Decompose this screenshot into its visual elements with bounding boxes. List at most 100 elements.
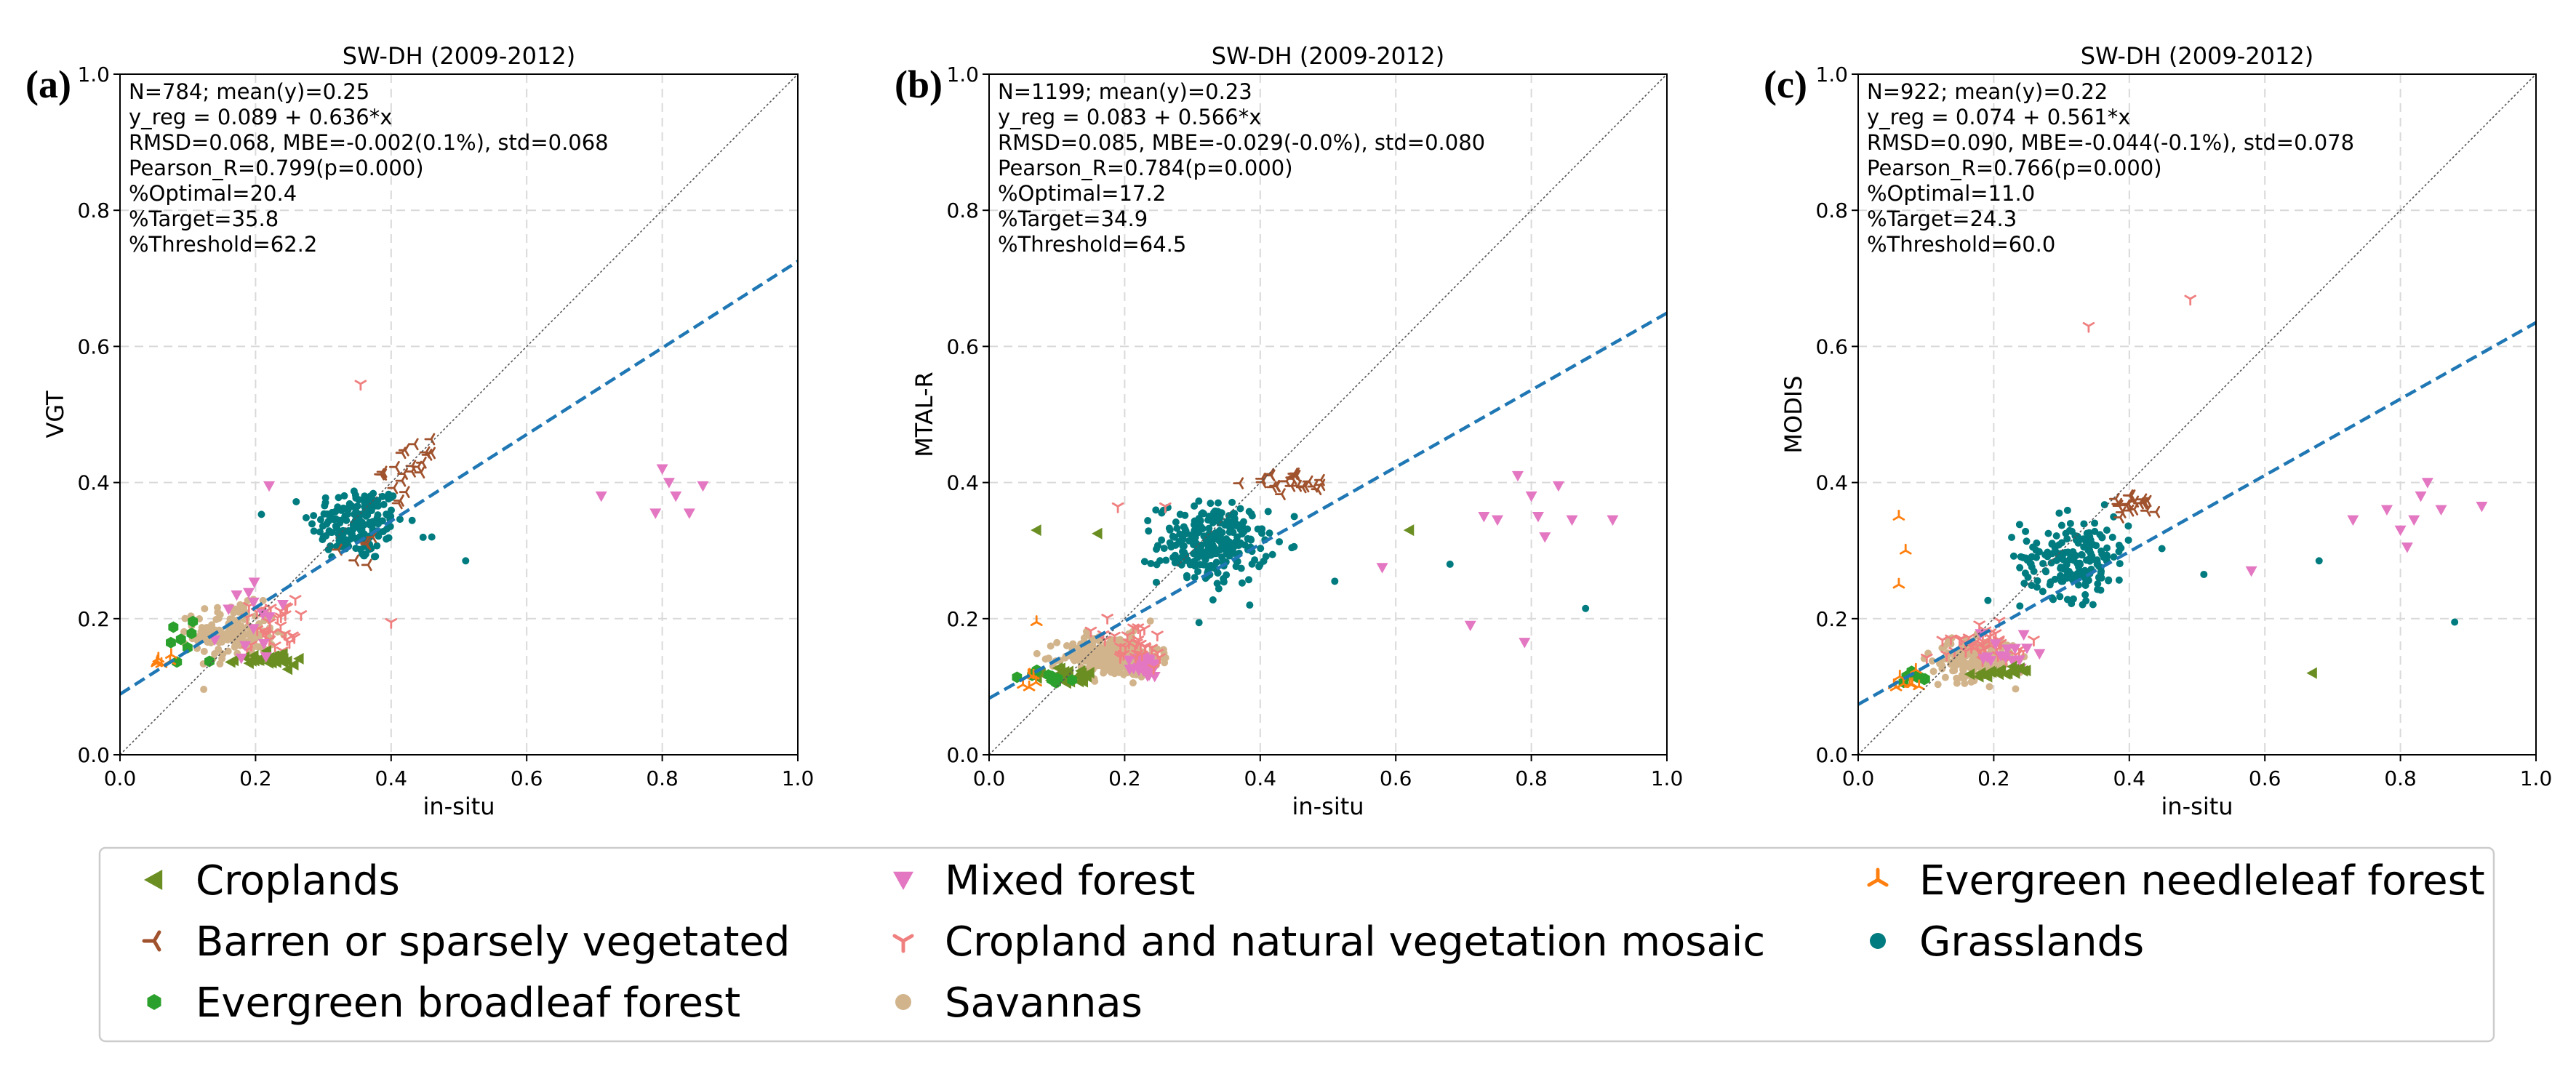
data-point-barren-or-sparsely-vegetated [397, 468, 408, 480]
y-tick-label: 0.2 [77, 607, 110, 631]
data-point-grasslands [374, 502, 382, 510]
data-point-cropland-and-natural-vegetation-mosaic [385, 618, 398, 629]
data-point-barren-or-sparsely-vegetated [1269, 479, 1280, 492]
data-point-grasslands [1152, 506, 1160, 514]
data-point-grasslands [2110, 553, 2118, 561]
data-point-grasslands [2077, 550, 2085, 558]
panel-label: (c) [1764, 63, 1807, 106]
data-point-grasslands [2033, 577, 2041, 585]
data-point-grasslands [332, 515, 340, 523]
data-point-savannas [247, 633, 255, 641]
data-point-savannas [200, 647, 208, 655]
x-axis-label: in-situ [423, 793, 495, 820]
legend-marker-croplands [144, 870, 163, 890]
data-point-grasslands [1214, 569, 1222, 577]
x-tick-label: 1.0 [1651, 766, 1684, 790]
data-point-grasslands [2091, 519, 2099, 527]
data-point-savannas [212, 615, 220, 623]
data-point-grasslands [2059, 556, 2067, 564]
data-point-croplands [1075, 665, 1086, 677]
data-point-evergreen-broadleaf-forest [175, 633, 186, 646]
data-point-evergreen-needleleaf-forest [165, 648, 177, 659]
data-point-savannas [1938, 662, 1946, 670]
data-point-mixed-forest [2415, 491, 2427, 502]
data-point-savannas [1033, 649, 1041, 657]
data-point-grasslands [2063, 596, 2071, 604]
data-point-mixed-forest [2380, 505, 2393, 516]
data-point-grasslands [2044, 529, 2052, 537]
data-point-savannas [1108, 649, 1116, 657]
data-point-mixed-forest [235, 653, 247, 665]
data-point-barren-or-sparsely-vegetated [391, 497, 403, 510]
data-point-barren-or-sparsely-vegetated [348, 554, 359, 567]
data-point-cropland-and-natural-vegetation-mosaic [1151, 630, 1164, 642]
data-point-grasslands [2029, 543, 2037, 551]
data-point-grasslands [2105, 577, 2113, 585]
data-point-grasslands [2089, 601, 2097, 609]
data-point-croplands [1031, 524, 1041, 537]
data-point-mixed-forest [683, 508, 695, 519]
data-point-mixed-forest [2401, 542, 2413, 553]
data-point-grasslands [2047, 578, 2055, 586]
y-axis-label: MTAL-R [911, 372, 938, 457]
data-point-mixed-forest [263, 612, 276, 623]
data-point-savannas [224, 647, 232, 655]
data-point-mixed-forest [1566, 515, 1578, 526]
data-point-mixed-forest [1132, 665, 1145, 677]
data-point-croplands [263, 652, 275, 664]
data-point-mixed-forest [2245, 566, 2257, 577]
data-point-grasslands [1172, 518, 1180, 526]
data-point-grasslands [2100, 553, 2108, 561]
legend-label: Croplands [196, 857, 400, 905]
data-point-grasslands [2056, 593, 2064, 601]
data-point-savannas [1929, 668, 1937, 676]
data-point-grasslands [1171, 551, 1179, 559]
data-point-grasslands [2110, 513, 2118, 521]
x-tick-label: 0.6 [2249, 766, 2281, 790]
data-point-savannas [1102, 650, 1110, 658]
data-point-grasslands [1215, 585, 1223, 593]
data-point-mixed-forest [595, 491, 607, 502]
data-point-grasslands [1246, 601, 1254, 609]
data-point-barren-or-sparsely-vegetated [407, 438, 419, 451]
data-point-savannas [1961, 679, 1969, 687]
data-point-mixed-forest [663, 478, 675, 489]
plot-frame [1857, 73, 2537, 756]
chart-title: SW-DH (2009-2012) [1212, 42, 1444, 70]
data-point-croplands [288, 659, 299, 671]
x-tick-label: 0.4 [2113, 766, 2146, 790]
data-point-grasslands [2124, 522, 2132, 530]
data-point-grasslands [2028, 553, 2036, 561]
stats-line: N=922; mean(y)=0.22 [1867, 79, 2108, 104]
legend-item-barren-or-sparsely-vegetated: Barren or sparsely vegetated [142, 918, 790, 966]
data-point-grasslands [408, 516, 416, 524]
data-point-savannas [1053, 638, 1061, 646]
data-point-grasslands [367, 492, 375, 500]
data-point-grasslands [1162, 556, 1170, 564]
data-point-mixed-forest [257, 609, 269, 620]
data-point-grasslands [1179, 542, 1187, 550]
data-point-barren-or-sparsely-vegetated [2113, 511, 2124, 524]
y-tick-label: 0.2 [1815, 607, 1848, 631]
data-point-savannas [1934, 681, 1942, 689]
data-point-grasslands [1237, 564, 1245, 572]
data-point-grasslands [1147, 559, 1155, 567]
data-point-grasslands [388, 493, 396, 501]
data-point-grasslands [2022, 527, 2030, 535]
legend-marker-savannas [895, 994, 911, 1010]
data-point-savannas [1957, 673, 1965, 681]
data-point-grasslands [2080, 520, 2088, 528]
data-point-mixed-forest [247, 597, 260, 609]
data-point-grasslands [2200, 570, 2208, 578]
data-point-grasslands [2039, 560, 2047, 568]
stats-line: %Optimal=20.4 [129, 181, 297, 206]
stats-line: %Optimal=11.0 [1867, 181, 2035, 206]
plot-frame [119, 73, 799, 756]
data-point-grasslands [1166, 539, 1174, 547]
y-tick-label: 0.2 [946, 607, 979, 631]
data-point-grasslands [1217, 545, 1225, 553]
data-point-evergreen-needleleaf-forest [1892, 577, 1905, 589]
y-tick-label: 0.0 [77, 743, 110, 767]
data-point-mixed-forest [2006, 655, 2018, 667]
data-point-grasslands [2008, 534, 2016, 542]
